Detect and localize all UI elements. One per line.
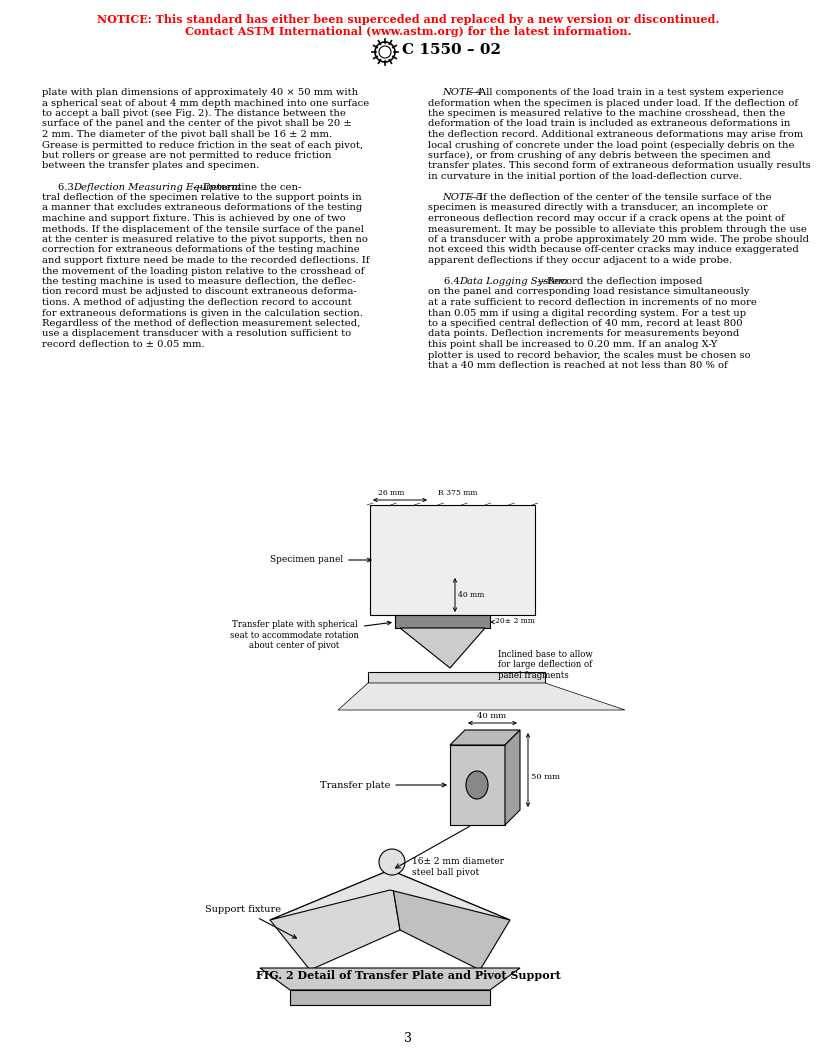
Text: 16± 2 mm diameter
steel ball pivot: 16± 2 mm diameter steel ball pivot xyxy=(412,857,504,876)
Text: apparent deflections if they occur adjacent to a wide probe.: apparent deflections if they occur adjac… xyxy=(428,256,732,265)
Text: at a rate sufficient to record deflection in increments of no more: at a rate sufficient to record deflectio… xyxy=(428,298,757,307)
Text: record deflection to ± 0.05 mm.: record deflection to ± 0.05 mm. xyxy=(42,340,205,348)
Text: on the panel and corresponding load resistance simultaneously: on the panel and corresponding load resi… xyxy=(428,287,749,297)
Text: than 0.05 mm if using a digital recording system. For a test up: than 0.05 mm if using a digital recordin… xyxy=(428,308,746,318)
Text: NOTICE: This standard has either been superceded and replaced by a new version o: NOTICE: This standard has either been su… xyxy=(97,14,719,25)
Circle shape xyxy=(379,849,405,875)
Text: correction for extraneous deformations of the testing machine: correction for extraneous deformations o… xyxy=(42,245,360,254)
Text: R 375 mm: R 375 mm xyxy=(438,489,477,497)
Text: plotter is used to record behavior, the scales must be chosen so: plotter is used to record behavior, the … xyxy=(428,351,751,359)
Polygon shape xyxy=(450,744,505,825)
Text: NOTE 5: NOTE 5 xyxy=(442,193,482,202)
Text: 2 mm. The diameter of the pivot ball shall be 16 ± 2 mm.: 2 mm. The diameter of the pivot ball sha… xyxy=(42,130,332,139)
Text: local crushing of concrete under the load point (especially debris on the: local crushing of concrete under the loa… xyxy=(428,140,795,150)
Text: 26 mm: 26 mm xyxy=(378,489,405,497)
Polygon shape xyxy=(260,968,520,991)
Text: plate with plan dimensions of approximately 40 × 50 mm with: plate with plan dimensions of approximat… xyxy=(42,88,358,97)
Text: 3: 3 xyxy=(404,1032,412,1044)
Polygon shape xyxy=(450,730,520,744)
Text: Transfer plate: Transfer plate xyxy=(320,780,446,790)
Bar xyxy=(395,615,490,628)
Text: machine and support fixture. This is achieved by one of two: machine and support fixture. This is ach… xyxy=(42,214,346,223)
Text: to a specified central deflection of 40 mm, record at least 800: to a specified central deflection of 40 … xyxy=(428,319,743,328)
Polygon shape xyxy=(338,683,625,710)
Text: deformation of the load train is included as extraneous deformations in: deformation of the load train is include… xyxy=(428,119,791,129)
Text: between the transfer plates and specimen.: between the transfer plates and specimen… xyxy=(42,162,259,170)
Text: —All components of the load train in a test system experience: —All components of the load train in a t… xyxy=(469,88,783,97)
Text: the deflection record. Additional extraneous deformations may arise from: the deflection record. Additional extran… xyxy=(428,130,803,139)
Polygon shape xyxy=(505,730,520,825)
Text: Contact ASTM International (www.astm.org) for the latest information.: Contact ASTM International (www.astm.org… xyxy=(184,26,632,37)
Text: —If the deflection of the center of the tensile surface of the: —If the deflection of the center of the … xyxy=(469,193,772,202)
Text: and support fixture need be made to the recorded deflections. If: and support fixture need be made to the … xyxy=(42,256,370,265)
Text: of a transducer with a probe approximately 20 mm wide. The probe should: of a transducer with a probe approximate… xyxy=(428,235,809,244)
Text: data points. Deflection increments for measurements beyond: data points. Deflection increments for m… xyxy=(428,329,739,339)
Text: C 1550 – 02: C 1550 – 02 xyxy=(402,43,501,57)
Text: Deflection Measuring Equipment: Deflection Measuring Equipment xyxy=(73,183,242,191)
Text: transfer plates. This second form of extraneous deformation usually results: transfer plates. This second form of ext… xyxy=(428,162,811,170)
Polygon shape xyxy=(400,628,485,668)
Polygon shape xyxy=(390,870,510,970)
Polygon shape xyxy=(290,991,490,1005)
Text: 40 mm: 40 mm xyxy=(458,591,485,599)
Text: at the center is measured relative to the pivot supports, then no: at the center is measured relative to th… xyxy=(42,235,368,244)
Text: this point shall be increased to 0.20 mm. If an analog X-Y: this point shall be increased to 0.20 mm… xyxy=(428,340,717,348)
Text: tral deflection of the specimen relative to the support points in: tral deflection of the specimen relative… xyxy=(42,193,361,202)
Bar xyxy=(370,505,535,615)
Text: to accept a ball pivot (see Fig. 2). The distance between the: to accept a ball pivot (see Fig. 2). The… xyxy=(42,109,346,118)
Text: specimen is measured directly with a transducer, an incomplete or: specimen is measured directly with a tra… xyxy=(428,204,768,212)
Text: —Record the deflection imposed: —Record the deflection imposed xyxy=(538,277,703,286)
Text: NOTE 4: NOTE 4 xyxy=(442,88,482,97)
Polygon shape xyxy=(270,870,400,970)
Text: but rollers or grease are not permitted to reduce friction: but rollers or grease are not permitted … xyxy=(42,151,331,161)
Text: in curvature in the initial portion of the load-deflection curve.: in curvature in the initial portion of t… xyxy=(428,172,742,181)
Text: not exceed this width because off-center cracks may induce exaggerated: not exceed this width because off-center… xyxy=(428,245,799,254)
Text: Grease is permitted to reduce friction in the seat of each pivot,: Grease is permitted to reduce friction i… xyxy=(42,140,363,150)
Text: —Determine the cen-: —Determine the cen- xyxy=(193,183,302,191)
Text: 20± 2 mm: 20± 2 mm xyxy=(495,617,535,625)
Polygon shape xyxy=(270,870,510,920)
Text: methods. If the displacement of the tensile surface of the panel: methods. If the displacement of the tens… xyxy=(42,225,364,233)
Text: tion record must be adjusted to discount extraneous deforma-: tion record must be adjusted to discount… xyxy=(42,287,357,297)
Text: Specimen panel: Specimen panel xyxy=(270,555,371,565)
Text: that a 40 mm deflection is reached at not less than 80 % of: that a 40 mm deflection is reached at no… xyxy=(428,361,728,370)
Text: deformation when the specimen is placed under load. If the deflection of: deformation when the specimen is placed … xyxy=(428,98,798,108)
Text: the specimen is measured relative to the machine crosshead, then the: the specimen is measured relative to the… xyxy=(428,109,785,118)
Text: the movement of the loading piston relative to the crosshead of: the movement of the loading piston relat… xyxy=(42,266,365,276)
Text: Support fixture: Support fixture xyxy=(205,905,296,938)
Text: the testing machine is used to measure deflection, the deflec-: the testing machine is used to measure d… xyxy=(42,277,356,286)
Text: surface), or from crushing of any debris between the specimen and: surface), or from crushing of any debris… xyxy=(428,151,770,161)
Text: use a displacement transducer with a resolution sufficient to: use a displacement transducer with a res… xyxy=(42,329,351,339)
Text: 6.4: 6.4 xyxy=(445,277,463,286)
Text: measurement. It may be possible to alleviate this problem through the use: measurement. It may be possible to allev… xyxy=(428,225,807,233)
Text: Regardless of the method of deflection measurement selected,: Regardless of the method of deflection m… xyxy=(42,319,361,328)
Text: Inclined base to allow
for large deflection of
panel fragments: Inclined base to allow for large deflect… xyxy=(498,650,592,680)
Ellipse shape xyxy=(466,771,488,799)
Text: 40 mm: 40 mm xyxy=(477,712,507,720)
Text: surface of the panel and the center of the pivot shall be 20 ±: surface of the panel and the center of t… xyxy=(42,119,352,129)
Text: for extraneous deformations is given in the calculation section.: for extraneous deformations is given in … xyxy=(42,308,363,318)
Text: a manner that excludes extraneous deformations of the testing: a manner that excludes extraneous deform… xyxy=(42,204,362,212)
Text: 50 mm: 50 mm xyxy=(531,773,560,781)
Bar xyxy=(368,672,545,683)
Text: Transfer plate with spherical
seat to accommodate rotation
about center of pivot: Transfer plate with spherical seat to ac… xyxy=(230,620,391,649)
Text: 6.3: 6.3 xyxy=(59,183,78,191)
Text: a spherical seat of about 4 mm depth machined into one surface: a spherical seat of about 4 mm depth mac… xyxy=(42,98,370,108)
Text: Data Logging System: Data Logging System xyxy=(459,277,568,286)
Text: tions. A method of adjusting the deflection record to account: tions. A method of adjusting the deflect… xyxy=(42,298,352,307)
Text: erroneous deflection record may occur if a crack opens at the point of: erroneous deflection record may occur if… xyxy=(428,214,785,223)
Text: FIG. 2 Detail of Transfer Plate and Pivot Support: FIG. 2 Detail of Transfer Plate and Pivo… xyxy=(255,970,561,981)
